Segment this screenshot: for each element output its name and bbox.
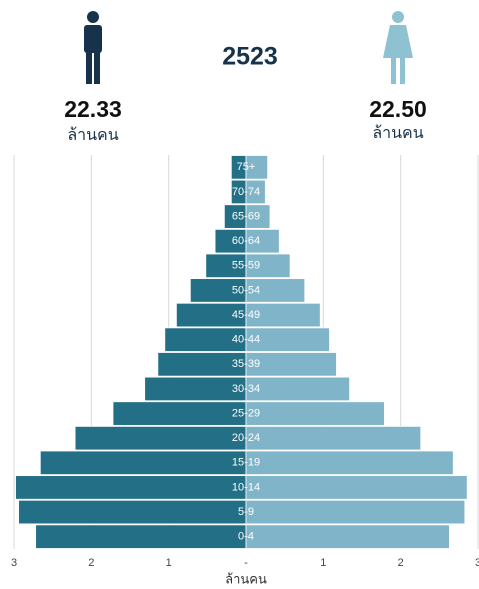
bar — [245, 253, 291, 279]
bar — [245, 228, 280, 254]
category-label: 10-14 — [232, 481, 260, 493]
category-label: 5-9 — [238, 506, 254, 518]
x-tick-label: 2 — [88, 557, 94, 569]
male-icon — [84, 11, 102, 84]
bar — [245, 155, 269, 180]
category-label: 65-69 — [232, 210, 260, 222]
bar — [39, 450, 247, 476]
bar — [35, 524, 247, 549]
category-label: 35-39 — [232, 358, 260, 370]
bar — [245, 499, 466, 525]
category-label: 70-74 — [232, 186, 260, 198]
x-tick-label: - — [244, 557, 248, 569]
category-label: 75+ — [237, 161, 256, 173]
bar — [245, 425, 422, 451]
bar — [15, 475, 247, 500]
category-label: 0-4 — [238, 531, 254, 543]
bar — [245, 401, 385, 426]
category-label: 20-24 — [232, 432, 260, 444]
right-total: 22.50 — [369, 96, 427, 122]
x-tick-label: 3 — [11, 557, 17, 569]
bar — [245, 179, 266, 205]
category-label: 15-19 — [232, 457, 260, 469]
left-total: 22.33 — [64, 96, 122, 122]
bar — [245, 376, 351, 402]
x-tick-label: 2 — [398, 557, 404, 569]
category-label: 25-29 — [232, 407, 260, 419]
bar — [245, 327, 330, 352]
left-total-unit: ล้านคน — [67, 126, 118, 144]
x-tick-label: 1 — [320, 557, 326, 569]
bar — [245, 204, 271, 229]
x-tick-label: 3 — [475, 557, 479, 569]
bar — [245, 524, 450, 549]
chart-title: 2523 — [222, 43, 278, 71]
female-icon — [383, 11, 413, 84]
bar — [245, 302, 321, 328]
category-label: 30-34 — [232, 383, 260, 395]
x-tick-label: 1 — [166, 557, 172, 569]
category-label: 40-44 — [232, 334, 260, 346]
right-total-unit: ล้านคน — [372, 124, 423, 142]
category-label: 45-49 — [232, 309, 260, 321]
bar — [18, 499, 247, 525]
bar — [144, 376, 247, 402]
bar — [245, 450, 454, 476]
bar — [245, 475, 468, 500]
category-label: 55-59 — [232, 260, 260, 272]
bar — [74, 425, 247, 451]
category-label: 50-54 — [232, 284, 260, 296]
bar — [245, 352, 337, 377]
x-axis-label: ล้านคน — [225, 571, 267, 586]
bar — [245, 278, 306, 303]
bar — [112, 401, 247, 426]
category-label: 60-64 — [232, 235, 260, 247]
